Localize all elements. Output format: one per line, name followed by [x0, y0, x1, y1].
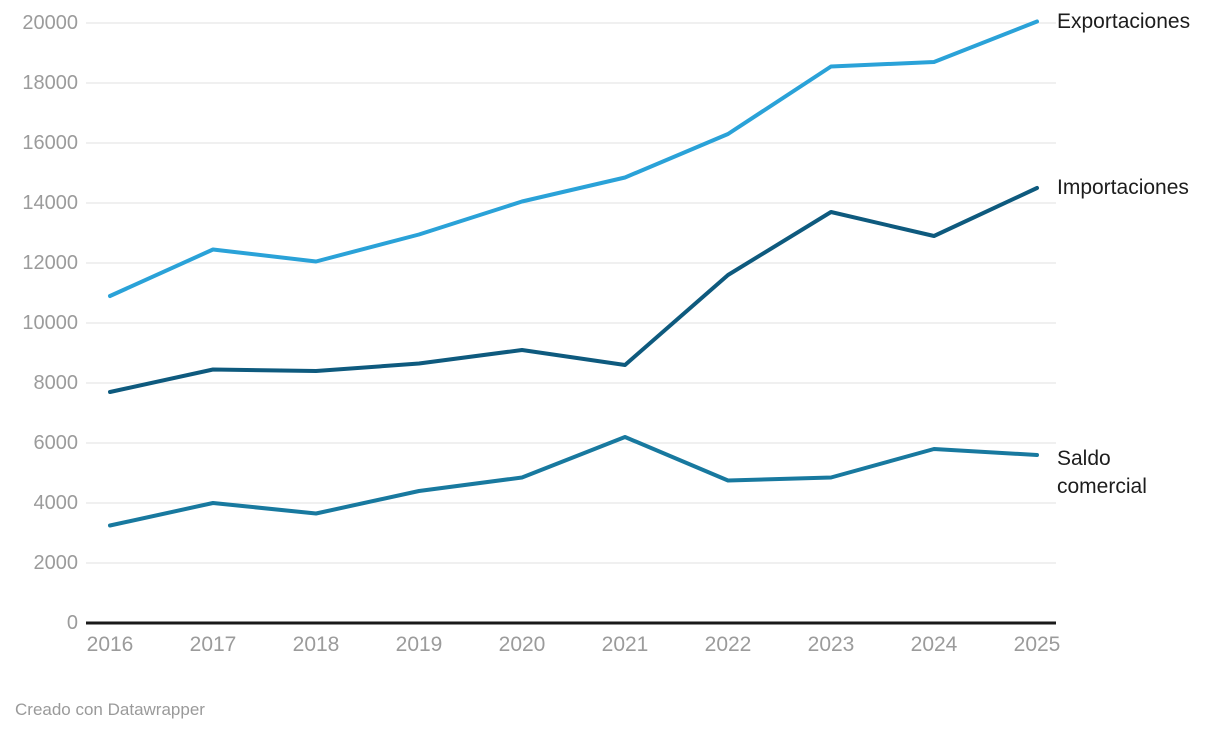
x-tick-label: 2023 — [807, 633, 855, 656]
x-tick-label: 2016 — [86, 633, 134, 656]
x-tick-label: 2021 — [601, 633, 649, 656]
x-tick-label: 2018 — [292, 633, 340, 656]
y-tick-label: 20000 — [22, 12, 78, 34]
y-tick-label: 18000 — [22, 72, 78, 94]
x-tick-label: 2020 — [498, 633, 546, 656]
y-tick-label: 0 — [66, 612, 78, 634]
series-line-exportaciones — [108, 19, 1039, 298]
x-tick-label: 2025 — [1013, 633, 1061, 656]
x-tick-label: 2017 — [189, 633, 237, 656]
y-tick-label: 2000 — [33, 552, 79, 574]
y-tick-label: 8000 — [33, 372, 79, 394]
y-tick-label: 6000 — [33, 432, 79, 454]
y-tick-label: 12000 — [22, 252, 78, 274]
x-tick-label: 2019 — [395, 633, 443, 656]
x-tick-label: 2022 — [704, 633, 752, 656]
y-tick-label: 4000 — [33, 492, 79, 514]
x-tick-label: 2024 — [910, 633, 958, 656]
series-line-saldo-comercial — [108, 435, 1039, 528]
series-label-importaciones: Importaciones — [1057, 176, 1189, 199]
attribution-link[interactable]: Creado con Datawrapper — [15, 700, 205, 719]
series-line-importaciones — [108, 186, 1039, 394]
series-label-saldo-comercial: Saldo comercial — [1057, 447, 1147, 498]
y-tick-label: 16000 — [22, 132, 78, 154]
series-label-exportaciones: Exportaciones — [1057, 9, 1191, 33]
y-tick-label: 14000 — [22, 192, 78, 214]
y-tick-label: 10000 — [22, 312, 78, 334]
